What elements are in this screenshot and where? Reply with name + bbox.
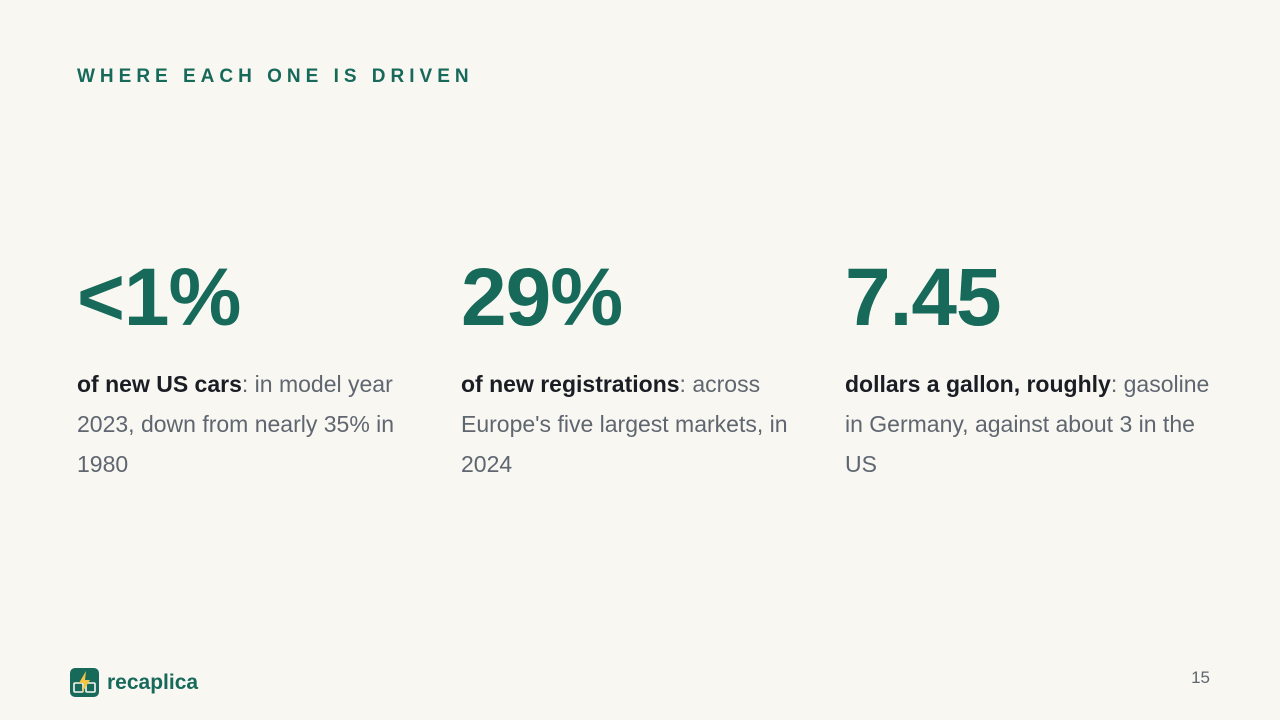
stat-value: 29% xyxy=(461,252,623,343)
stat: 7.45 dollars a gallon, roughly: gasoline… xyxy=(845,250,1210,484)
stat-description: of new US cars: in model year 2023, down… xyxy=(77,364,442,484)
stat-lead: of new US cars xyxy=(77,371,242,397)
stat-description: of new registrations: across Europe's fi… xyxy=(461,364,826,484)
stat-text: : in model year 2023, down from nearly 3… xyxy=(77,371,395,477)
stat: <1% of new US cars: in model year 2023, … xyxy=(77,250,442,484)
stat-text: : gasoline in Germany, against about 3 i… xyxy=(845,371,1210,477)
eyebrow: WHERE EACH ONE IS DRIVEN xyxy=(77,66,474,87)
stat-lead: of new registrations xyxy=(461,371,680,397)
brand-name: recaplica xyxy=(107,670,199,694)
brand: recaplica xyxy=(70,668,198,697)
stat-lead: dollars a gallon, roughly xyxy=(845,371,1111,397)
stat-text: : across Europe's five largest markets, … xyxy=(461,371,788,477)
stat-value: 7.45 xyxy=(845,252,1002,343)
page-number: 15 xyxy=(1191,668,1210,687)
stat-value: <1% xyxy=(77,252,241,343)
stat: 29% of new registrations: across Europe'… xyxy=(461,250,826,484)
stat-description: dollars a gallon, roughly: gasoline in G… xyxy=(845,364,1210,484)
brand-logo xyxy=(70,668,99,697)
